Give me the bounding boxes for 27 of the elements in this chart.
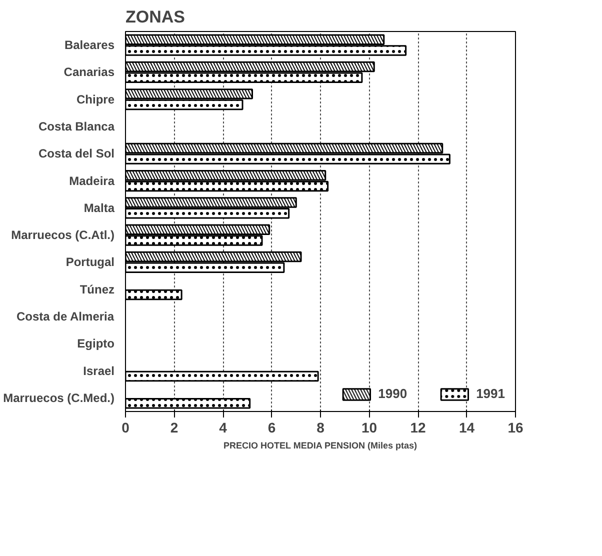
x-tick-label: 0 (122, 420, 130, 436)
x-tick-label: 14 (458, 420, 475, 436)
x-tick-label: 10 (361, 420, 378, 436)
legend-label: 1991 (476, 386, 505, 401)
legend-label: 1990 (378, 386, 408, 401)
x-tick-label: 2 (170, 420, 178, 436)
y-tick-label: Marruecos (C.Med.) (3, 390, 115, 405)
y-tick-label: Costa de Almeria (16, 310, 114, 324)
y-tick-label: Madeira (69, 174, 115, 188)
y-tick-label: Canarias (64, 65, 115, 80)
y-tick-label: Costa del Sol (38, 146, 114, 161)
x-tick-label: 8 (316, 420, 325, 436)
y-tick-label: Israel (83, 364, 114, 378)
x-tick-label: 4 (219, 420, 228, 436)
x-tick-label: 6 (268, 420, 276, 436)
y-tick-label: Túnez (80, 282, 115, 296)
y-tick-label: Marruecos (C.Atl.) (11, 228, 115, 242)
y-tick-label: Baleares (64, 38, 115, 52)
y-tick-label: Egipto (77, 336, 115, 351)
y-tick-label: Chipre (76, 92, 115, 106)
y-tick-label: Costa Blanca (38, 120, 115, 134)
x-axis-title: PRECIO HOTEL MEDIA PENSION (Miles ptas) (223, 440, 418, 450)
chart-title: ZONAS (126, 8, 185, 26)
x-tick-label: 12 (410, 420, 426, 436)
x-tick-label: 16 (508, 420, 524, 436)
y-tick-label: Portugal (66, 255, 115, 270)
y-tick-label: Malta (84, 200, 115, 215)
